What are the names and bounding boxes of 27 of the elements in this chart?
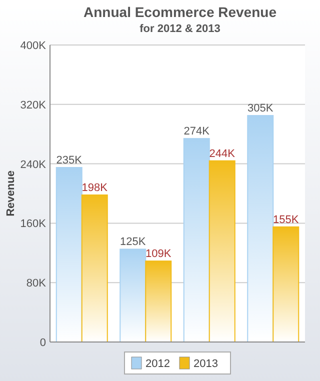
data-label: 125K [120, 236, 146, 248]
y-axis-title: Revenue [5, 170, 17, 216]
legend-label: 2013 [194, 358, 218, 370]
data-label: 274K [184, 126, 210, 138]
bar [272, 226, 300, 342]
y-tick-label: 80K [26, 278, 47, 290]
bar [247, 115, 274, 342]
data-label: 198K [82, 182, 108, 194]
bar [208, 160, 236, 342]
bar [81, 194, 108, 342]
legend-label: 2012 [146, 358, 170, 370]
y-tick-label: 0 [40, 337, 46, 349]
bar [120, 248, 146, 342]
chart-title: Annual Ecommerce Revenue [84, 4, 277, 20]
bar [56, 167, 82, 342]
data-label: 305K [248, 102, 274, 115]
data-label: 235K [56, 154, 83, 167]
data-label: 244K [209, 148, 236, 160]
y-tick-label: 400K [20, 40, 47, 52]
y-tick-label: 160K [20, 218, 47, 230]
data-label: 109K [146, 248, 172, 260]
bar [183, 138, 210, 342]
chart-subtitle: for 2012 & 2013 [140, 23, 220, 35]
data-label: 155K [273, 214, 300, 226]
bar [145, 260, 172, 342]
y-tick-label: 240K [20, 158, 47, 171]
y-tick-label: 320K [20, 99, 47, 112]
